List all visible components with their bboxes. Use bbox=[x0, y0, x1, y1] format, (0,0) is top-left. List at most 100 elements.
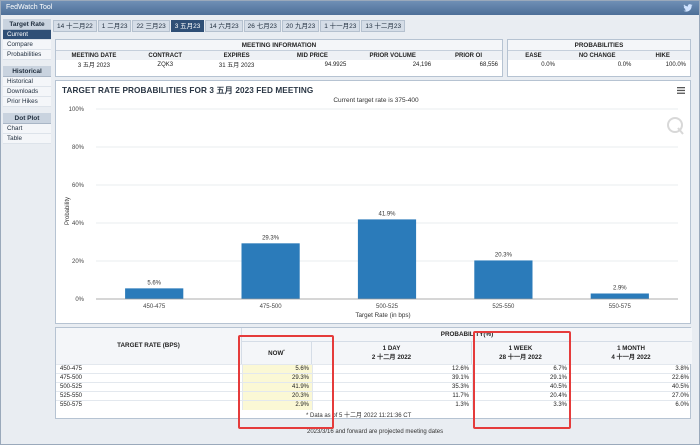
sidebar-item-current[interactable]: Current bbox=[3, 30, 51, 40]
y-tick-label: 60% bbox=[72, 183, 85, 189]
x-tick-label: 550-575 bbox=[609, 304, 632, 310]
bar-525-550[interactable] bbox=[474, 260, 533, 299]
sidebar-header-target-rate: Target Rate bbox=[3, 19, 51, 30]
y-tick-label: 20% bbox=[72, 259, 85, 265]
prob-cell: 29.3% bbox=[242, 374, 312, 383]
col-prior-volume: PRIOR VOLUME bbox=[369, 52, 416, 59]
prior-volume-value: 24,196 bbox=[412, 61, 432, 68]
sidebar-item-table[interactable]: Table bbox=[3, 134, 51, 144]
meeting-info-table: MEETING DATE CONTRACT EXPIRES MID PRICE … bbox=[56, 51, 502, 69]
col-1-month-date: 4 十一月 2022 bbox=[611, 354, 651, 361]
col-ease: EASE bbox=[525, 52, 542, 59]
sidebar-item-chart[interactable]: Chart bbox=[3, 124, 51, 134]
highlight-box-1-week bbox=[473, 331, 571, 429]
chart-panel: TARGET RATE PROBABILITIES FOR 3 五月 2023 … bbox=[55, 80, 691, 324]
y-tick-label: 0% bbox=[75, 297, 84, 303]
col-hike: HIKE bbox=[655, 52, 670, 59]
target-rate-header: TARGET RATE (BPS) bbox=[56, 328, 242, 364]
sidebar: Target Rate Current Compare Probabilitie… bbox=[3, 19, 51, 443]
probabilities-table: EASE NO CHANGE HIKE 0.0% 0.0% 100.0% bbox=[508, 51, 690, 69]
sidebar-item-compare[interactable]: Compare bbox=[3, 40, 51, 50]
meeting-info-panel: MEETING INFORMATION MEETING DATE CONTRAC… bbox=[55, 39, 503, 77]
data-label: 5.6% bbox=[147, 280, 161, 286]
twitter-bird-icon[interactable] bbox=[683, 3, 693, 13]
sidebar-item-historical[interactable]: Historical bbox=[3, 77, 51, 87]
prob-cell: 40.5% bbox=[472, 383, 570, 392]
prob-cell: 3.3% bbox=[472, 401, 570, 410]
projected-dates-note: 2023/3/16 and forward are projected meet… bbox=[307, 429, 444, 435]
hike-value: 100.0% bbox=[665, 61, 686, 68]
bar-450-475[interactable] bbox=[125, 288, 184, 299]
meeting-tabs: 14 十二月22 1 二月23 22 三月23 3 五月23 14 六月23 2… bbox=[53, 20, 406, 32]
x-tick-label: 525-550 bbox=[492, 304, 515, 310]
tab-meeting-6[interactable]: 20 九月23 bbox=[281, 20, 320, 32]
prob-cell: 41.9% bbox=[242, 383, 312, 392]
prob-cell: 11.7% bbox=[312, 392, 472, 401]
probability-header: PROBABILITY(%) bbox=[242, 328, 692, 342]
sidebar-item-probabilities[interactable]: Probabilities bbox=[3, 50, 51, 60]
y-tick-label: 40% bbox=[72, 221, 85, 227]
tab-meeting-0[interactable]: 14 十二月22 bbox=[53, 20, 97, 32]
rate-cell: 475-500 bbox=[60, 375, 83, 381]
bar-550-575[interactable] bbox=[590, 293, 649, 299]
prior-oi-value: 68,556 bbox=[479, 61, 498, 68]
probabilities-header: PROBABILITIES bbox=[508, 40, 690, 51]
col-prior-oi: PRIOR OI bbox=[455, 52, 483, 59]
prob-cell: 20.4% bbox=[472, 392, 570, 401]
prob-cell: 39.1% bbox=[312, 374, 472, 383]
col-mid-price: MID PRICE bbox=[296, 52, 328, 59]
tab-meeting-7[interactable]: 1 十一月23 bbox=[320, 20, 361, 32]
bar-475-500[interactable] bbox=[241, 243, 300, 299]
window-title: FedWatch Tool bbox=[6, 4, 53, 11]
tab-meeting-8[interactable]: 13 十二月23 bbox=[361, 20, 406, 32]
tab-meeting-5[interactable]: 26 七月23 bbox=[243, 20, 281, 32]
sidebar-header-dot-plot: Dot Plot bbox=[3, 113, 51, 124]
col-1-day: 1 DAY 2 十二月 2022 bbox=[312, 342, 472, 364]
rate-cell: 550-575 bbox=[60, 402, 83, 408]
prob-cell: 5.6% bbox=[242, 365, 312, 374]
sidebar-item-downloads[interactable]: Downloads bbox=[3, 87, 51, 97]
x-tick-label: 450-475 bbox=[143, 304, 166, 310]
col-now-marker: * bbox=[283, 348, 285, 353]
tab-meeting-2[interactable]: 22 三月23 bbox=[132, 20, 170, 32]
rate-cell: 500-525 bbox=[60, 384, 83, 390]
table-row: 475-500 29.3% 39.1% 29.1% 22.6% bbox=[56, 373, 690, 383]
data-label: 2.9% bbox=[613, 285, 627, 291]
probabilities-panel: PROBABILITIES EASE NO CHANGE HIKE 0.0% 0… bbox=[507, 39, 691, 77]
y-tick-label: 80% bbox=[72, 145, 85, 151]
prob-cell: 2.9% bbox=[242, 401, 312, 410]
col-now-label: NOW bbox=[268, 350, 284, 358]
tab-meeting-4[interactable]: 14 六月23 bbox=[205, 20, 243, 32]
rate-cell: 450-475 bbox=[60, 366, 83, 372]
target-rate-bar-chart: Current target rate is 375-400 0% 20% 40% 6… bbox=[65, 97, 684, 319]
col-now: NOW* bbox=[242, 342, 312, 364]
q-watermark-icon bbox=[667, 117, 684, 135]
x-axis-label: Target Rate (in bps) bbox=[355, 312, 410, 319]
col-no-change: NO CHANGE bbox=[578, 52, 616, 59]
hamburger-menu-icon[interactable] bbox=[677, 87, 685, 94]
prob-cell: 6.0% bbox=[570, 401, 692, 410]
title-bar: FedWatch Tool bbox=[1, 1, 699, 15]
tab-meeting-1[interactable]: 1 二月23 bbox=[97, 20, 132, 32]
col-1-day-label: 1 DAY bbox=[382, 345, 401, 352]
mid-price-value: 94.9925 bbox=[324, 61, 347, 68]
table-row: 450-475 5.6% 12.6% 6.7% 3.8% bbox=[56, 364, 690, 374]
prob-cell: 29.1% bbox=[472, 374, 570, 383]
probability-history-table: PROBABILITY(%) TARGET RATE (BPS) NOW* 1 … bbox=[55, 327, 692, 419]
prob-cell: 35.3% bbox=[312, 383, 472, 392]
sidebar-item-prior-hikes[interactable]: Prior Hikes bbox=[3, 97, 51, 107]
col-1-day-date: 2 十二月 2022 bbox=[371, 354, 412, 361]
rate-cell: 525-550 bbox=[60, 393, 83, 399]
table-row: 550-575 2.9% 1.3% 3.3% 6.0% bbox=[56, 400, 692, 410]
ease-value: 0.0% bbox=[541, 61, 555, 68]
no-change-value: 0.0% bbox=[617, 61, 632, 68]
bar-500-525[interactable] bbox=[357, 219, 417, 299]
prob-cell: 6.7% bbox=[472, 365, 570, 374]
data-label: 20.3% bbox=[495, 252, 513, 258]
col-1-week-date: 28 十一月 2022 bbox=[499, 354, 542, 361]
table-row: 500-525 41.9% 35.3% 40.5% 40.5% bbox=[56, 382, 690, 392]
col-meeting-date: MEETING DATE bbox=[71, 52, 117, 59]
tab-meeting-3[interactable]: 3 五月23 bbox=[170, 20, 205, 32]
chart-subtitle: Current target rate is 375-400 bbox=[333, 97, 419, 104]
